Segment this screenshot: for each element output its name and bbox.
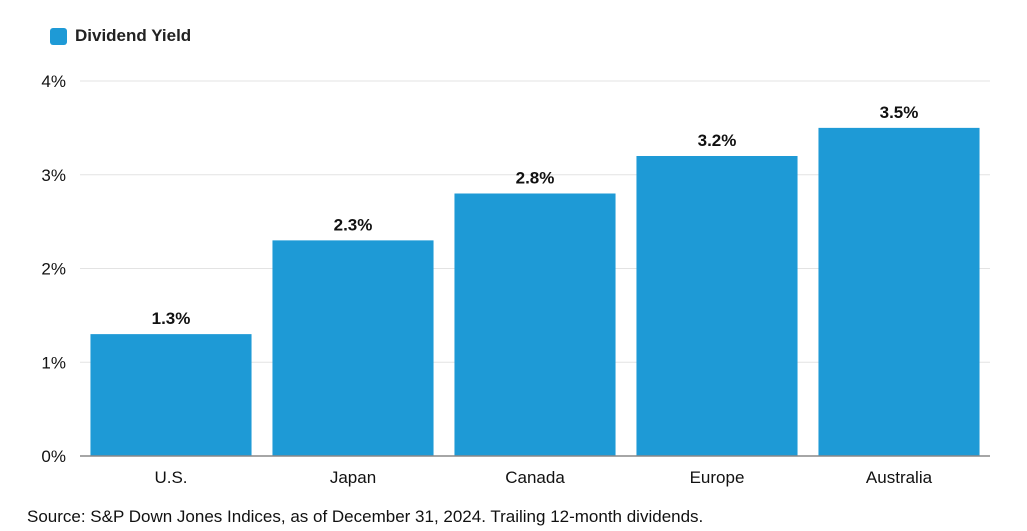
data-label: 3.5% bbox=[880, 103, 919, 122]
x-tick-label: U.S. bbox=[154, 468, 187, 487]
legend-label: Dividend Yield bbox=[75, 26, 192, 45]
bar bbox=[454, 193, 616, 456]
data-label: 2.8% bbox=[516, 169, 555, 188]
y-tick-label: 2% bbox=[41, 260, 66, 279]
data-label: 2.3% bbox=[334, 215, 373, 234]
y-tick-label: 0% bbox=[41, 447, 66, 466]
legend: Dividend Yield bbox=[50, 26, 191, 46]
x-tick-label: Canada bbox=[505, 468, 565, 487]
source-note: Source: S&P Down Jones Indices, as of De… bbox=[27, 507, 704, 526]
y-tick-label: 4% bbox=[41, 72, 66, 91]
bar bbox=[636, 156, 798, 456]
data-label: 3.2% bbox=[698, 131, 737, 150]
x-tick-label: Australia bbox=[866, 468, 933, 487]
bar bbox=[90, 334, 252, 456]
x-tick-label: Europe bbox=[690, 468, 745, 487]
bar bbox=[272, 240, 434, 456]
bar-chart: 0% 1% 2% 3% 4% 1.3% U.S. 2.3% Japan 2.8% Canada 3.2… bbox=[41, 72, 990, 487]
bar bbox=[818, 127, 980, 456]
x-tick-label: Japan bbox=[330, 468, 376, 487]
y-tick-label: 3% bbox=[41, 166, 66, 185]
legend-swatch bbox=[50, 27, 67, 45]
y-tick-label: 1% bbox=[41, 353, 66, 372]
data-label: 1.3% bbox=[152, 309, 191, 328]
